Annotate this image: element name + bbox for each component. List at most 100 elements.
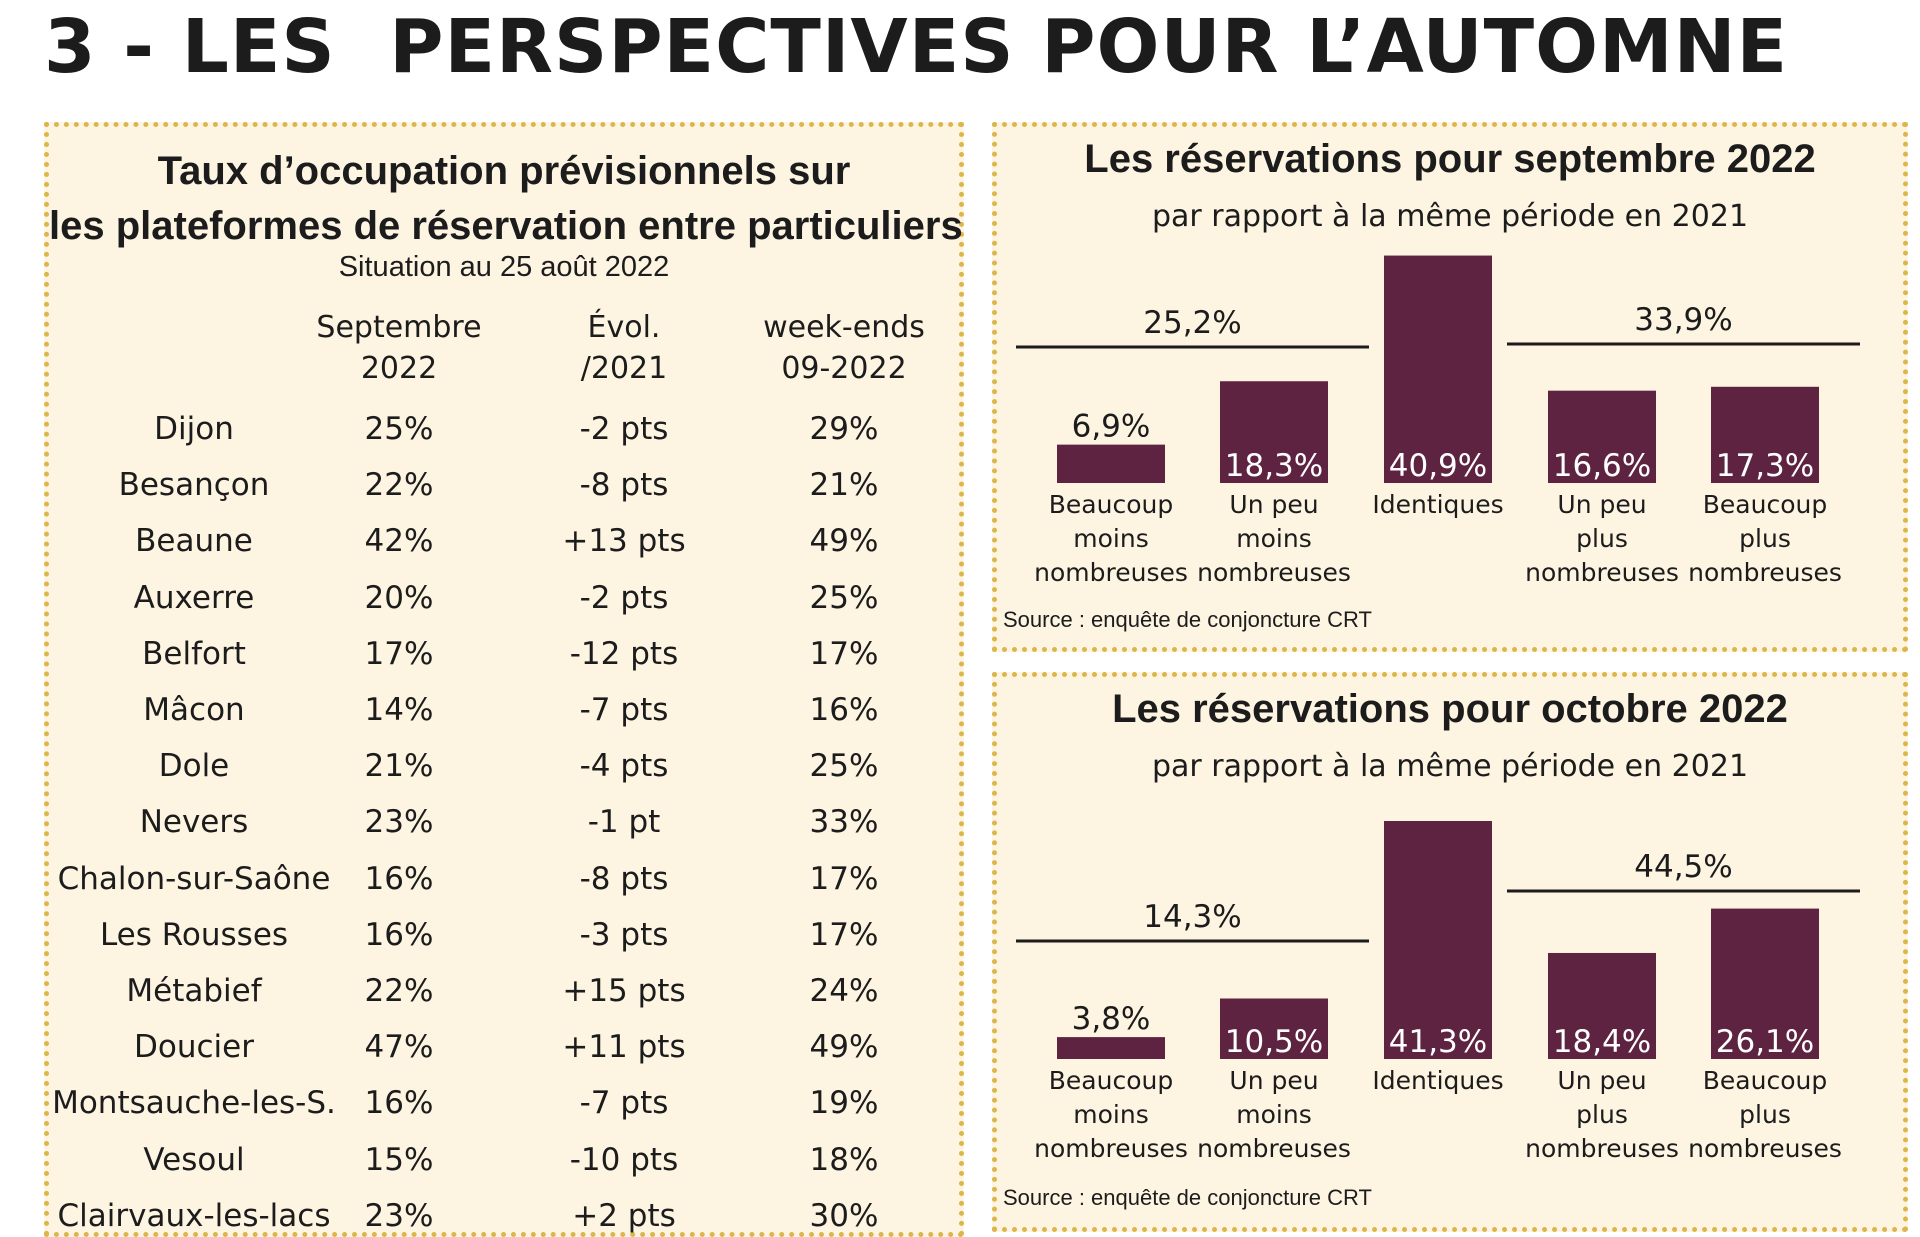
september-chart-subtitle: par rapport à la même période en 2021 xyxy=(1151,199,1749,234)
column-header-weekends: week-ends 09-2022 xyxy=(734,307,954,389)
city-cell: Clairvaux-les-lacs xyxy=(57,1197,331,1234)
evolution-cell: -4 pts xyxy=(579,748,669,785)
occupancy-table-panel: Taux d’occupation prévisionnels sur les … xyxy=(44,122,964,1237)
column-header-evolution: Évol. /2021 xyxy=(514,307,734,389)
september-bar-3 xyxy=(1548,390,1656,483)
september-cell: 20% xyxy=(364,579,434,616)
october-value-label-0: 3,8% xyxy=(1072,1001,1151,1037)
october-chart-panel: Les réservations pour octobre 2022 par r… xyxy=(992,672,1908,1232)
weekend-cell: 21% xyxy=(809,467,879,504)
october-bar-1 xyxy=(1220,998,1328,1059)
september-cell: 16% xyxy=(364,860,434,897)
city-cell: Doucier xyxy=(134,1029,254,1066)
september-category-label-3-2: nombreuses xyxy=(1525,558,1679,587)
evolution-cell: -1 pt xyxy=(587,804,661,841)
column-header-september-line2: 2022 xyxy=(360,351,438,386)
weekend-cell: 18% xyxy=(809,1141,879,1178)
evolution-cell: +13 pts xyxy=(562,523,686,560)
october-category-label-1-0: Un peu xyxy=(1229,1066,1318,1095)
city-cell: Dole xyxy=(158,748,230,785)
september-group-total-0: 25,2% xyxy=(1143,305,1241,341)
september-cell: 23% xyxy=(364,804,434,841)
evolution-cell: -8 pts xyxy=(579,467,669,504)
september-value-label-4: 17,3% xyxy=(1716,448,1814,484)
october-category-label-0-1: moins xyxy=(1073,1100,1148,1129)
evolution-cell: -7 pts xyxy=(579,692,669,728)
september-cell: 23% xyxy=(364,1197,434,1234)
october-group-total-1: 44,5% xyxy=(1634,849,1732,885)
weekend-cell: 33% xyxy=(809,804,879,841)
october-value-label-1: 10,5% xyxy=(1225,1024,1323,1060)
evolution-cell: -2 pts xyxy=(579,579,669,616)
city-cell: Auxerre xyxy=(133,579,255,616)
september-category-label-3-0: Un peu xyxy=(1557,490,1646,519)
city-cell: Les Rousses xyxy=(99,916,289,953)
october-chart-title: Les réservations pour octobre 2022 xyxy=(1112,687,1788,731)
october-category-label-2-0: Identiques xyxy=(1372,1066,1503,1095)
evolution-cell: -3 pts xyxy=(579,916,669,953)
table-title-line2: les plateformes de réservation entre par… xyxy=(49,204,963,248)
september-category-label-4-0: Beaucoup xyxy=(1703,490,1827,519)
september-group-total-1: 33,9% xyxy=(1634,302,1732,338)
september-bar-chart: 6,9% Beaucoup moins nombreuses 18,3% Un peu mo… xyxy=(1016,255,1860,587)
october-bar-4 xyxy=(1711,908,1819,1059)
september-category-label-2-0: Identiques xyxy=(1372,490,1503,519)
september-category-label-1-2: nombreuses xyxy=(1197,558,1351,587)
evolution-cell: +11 pts xyxy=(562,1029,686,1066)
october-value-label-3: 18,4% xyxy=(1553,1024,1651,1060)
table-title-line1: Taux d’occupation prévisionnels sur xyxy=(157,149,851,193)
evolution-cell: +15 pts xyxy=(562,973,686,1009)
weekend-cell: 25% xyxy=(809,579,879,616)
city-cell: Beaune xyxy=(135,523,253,560)
september-cell: 25% xyxy=(364,411,434,447)
weekend-cell: 25% xyxy=(809,748,879,785)
september-value-label-0: 6,9% xyxy=(1072,409,1151,445)
city-cell: Montsauche-les-S. xyxy=(52,1085,336,1122)
weekend-cell: 29% xyxy=(809,411,879,447)
weekend-cell: 49% xyxy=(809,1029,879,1066)
september-value-label-2: 40,9% xyxy=(1389,448,1487,484)
september-bar-0 xyxy=(1057,444,1165,483)
september-cell: 22% xyxy=(364,467,434,504)
weekend-cell: 30% xyxy=(809,1197,879,1234)
october-category-label-3-0: Un peu xyxy=(1557,1066,1646,1095)
city-cell: Belfort xyxy=(142,635,246,672)
city-cell: Vesoul xyxy=(143,1141,245,1178)
september-category-label-1-1: moins xyxy=(1236,524,1311,553)
evolution-cell: -10 pts xyxy=(569,1141,679,1178)
october-category-label-1-2: nombreuses xyxy=(1197,1134,1351,1163)
column-header-september-line1: Septembre xyxy=(316,310,482,345)
september-category-label-0-1: moins xyxy=(1073,524,1148,553)
september-cell: 21% xyxy=(364,748,434,785)
october-category-label-1-1: moins xyxy=(1236,1100,1311,1129)
evolution-cell: -2 pts xyxy=(579,411,669,447)
city-cell: Chalon-sur-Saône xyxy=(57,860,331,897)
evolution-cell: -12 pts xyxy=(569,635,679,672)
evolution-cell: -8 pts xyxy=(579,860,669,897)
october-category-label-3-2: nombreuses xyxy=(1525,1134,1679,1163)
city-cell: Mâcon xyxy=(143,692,245,728)
city-cell: Besançon xyxy=(118,467,270,504)
september-cell: 16% xyxy=(364,916,434,953)
city-cell: Nevers xyxy=(139,804,249,841)
september-category-label-4-2: nombreuses xyxy=(1688,558,1842,587)
september-chart-panel: Les réservations pour septembre 2022 par… xyxy=(992,122,1908,652)
september-bar-2 xyxy=(1384,255,1492,483)
october-value-label-4: 26,1% xyxy=(1716,1024,1814,1060)
september-bar-1 xyxy=(1220,381,1328,483)
october-bar-chart: 3,8% Beaucoup moins nombreuses 10,5% Un peu mo… xyxy=(1016,821,1860,1163)
october-bar-2 xyxy=(1384,821,1492,1059)
september-bar-4 xyxy=(1711,386,1819,483)
city-cell: Dijon xyxy=(154,411,234,447)
september-category-label-4-1: plus xyxy=(1739,524,1791,553)
september-cell: 14% xyxy=(364,692,434,728)
october-group-total-0: 14,3% xyxy=(1143,899,1241,935)
column-header-evolution-line2: /2021 xyxy=(580,351,668,386)
weekend-cell: 17% xyxy=(809,860,879,897)
september-value-label-3: 16,6% xyxy=(1553,448,1651,484)
september-cell: 47% xyxy=(364,1029,434,1066)
september-category-label-1-0: Un peu xyxy=(1229,490,1318,519)
september-cell: 22% xyxy=(364,973,434,1009)
column-header-weekends-line1: week-ends xyxy=(763,310,925,345)
october-bar-3 xyxy=(1548,952,1656,1059)
